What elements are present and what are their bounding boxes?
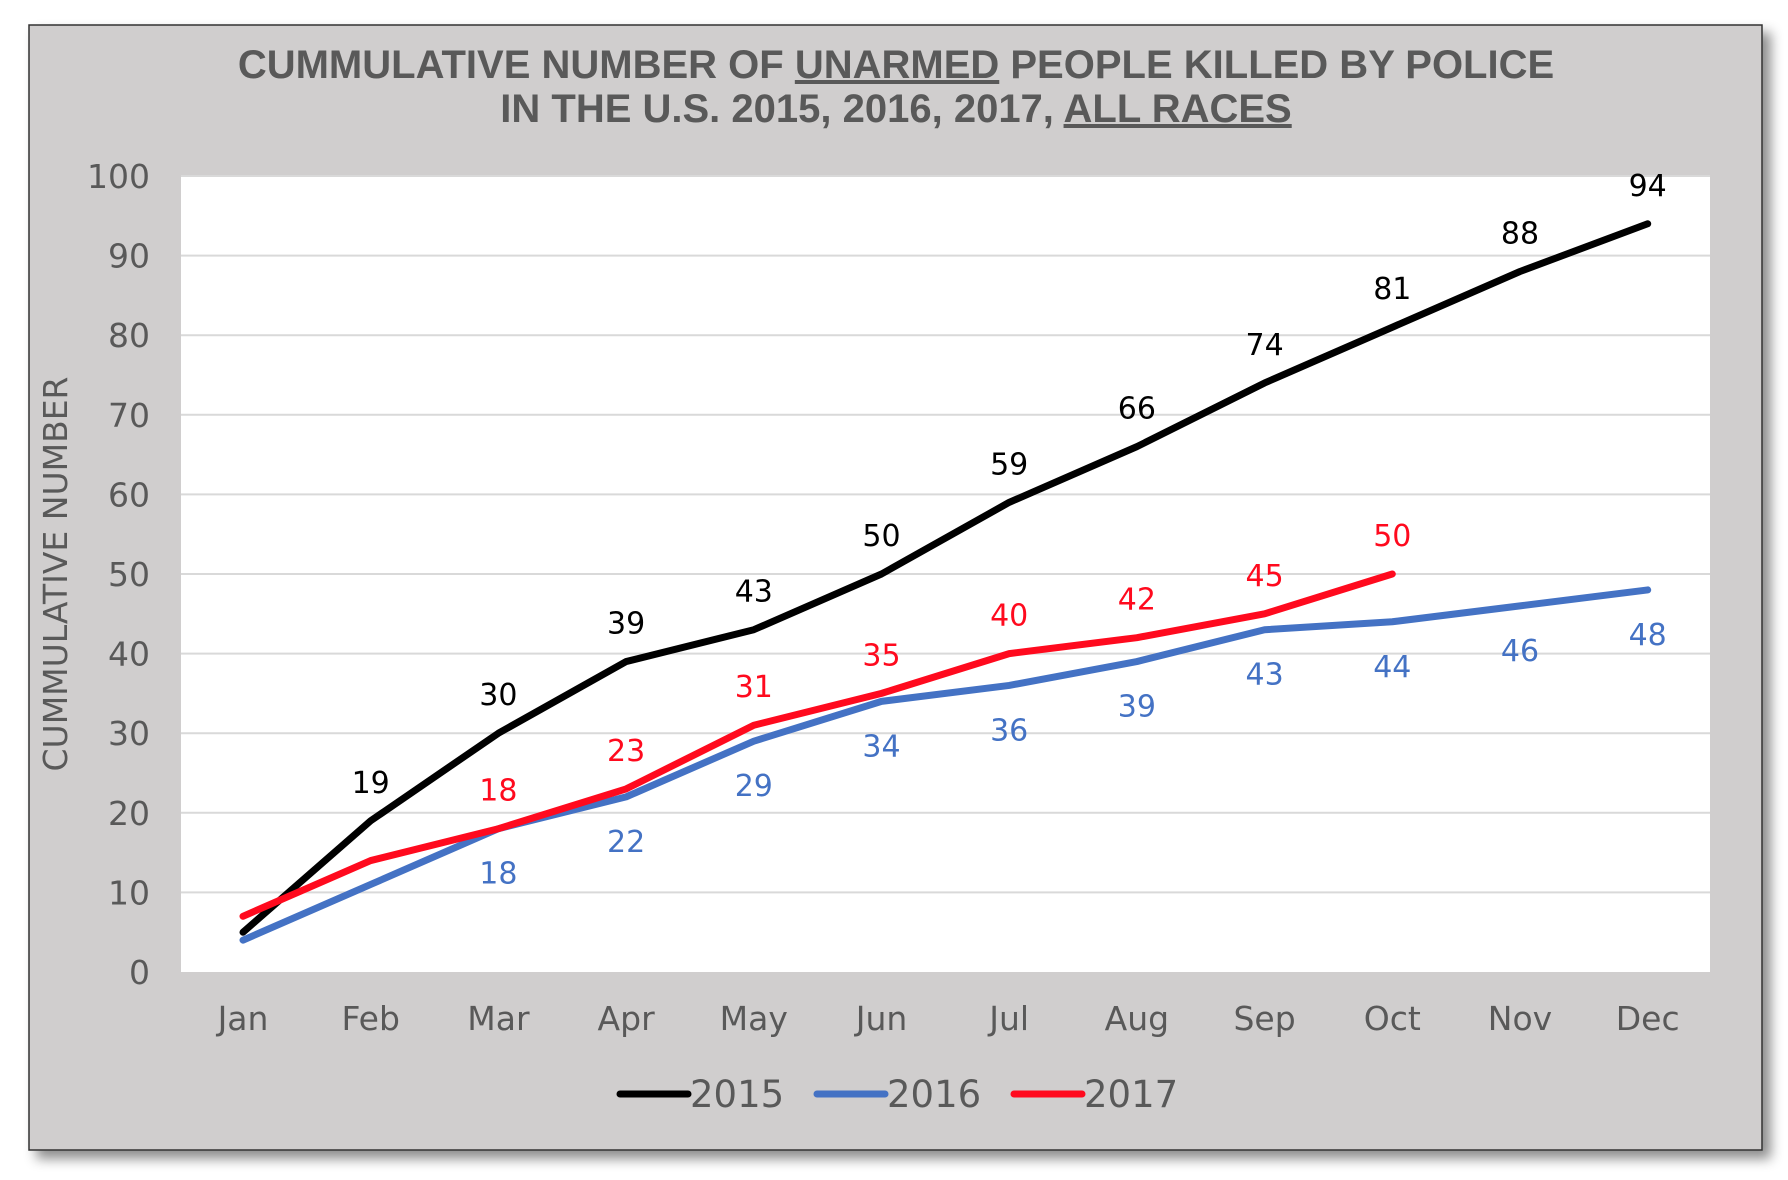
y-tick-label: 60 <box>108 475 150 514</box>
data-label-2015: 50 <box>862 519 900 554</box>
series-line-2017 <box>239 570 1396 920</box>
data-label-2016: 29 <box>735 769 773 804</box>
gridlines <box>181 175 1710 894</box>
x-tick-label: Nov <box>1488 999 1552 1038</box>
chart-title-line-2: IN THE U.S. 2015, 2016, 2017, ALL RACES <box>500 87 1291 131</box>
data-label-2016: 46 <box>1501 634 1539 669</box>
y-axis-label: CUMMULATIVE NUMBER <box>36 377 75 772</box>
x-tick-label: Apr <box>598 999 656 1038</box>
y-tick-label: 80 <box>108 316 150 355</box>
data-label-2016: 34 <box>862 729 900 764</box>
x-tick-label: Mar <box>467 999 530 1038</box>
y-tick-label: 70 <box>108 396 150 435</box>
x-tick-label: Feb <box>341 999 399 1038</box>
data-label-2016: 39 <box>1118 690 1156 725</box>
series-lines <box>239 220 1652 944</box>
title-part: PEOPLE KILLED BY POLICE <box>999 43 1554 87</box>
y-tick-label: 20 <box>108 794 150 833</box>
data-label-2017: 23 <box>607 734 645 769</box>
data-label-2015: 19 <box>352 766 390 801</box>
legend-label-2016: 2016 <box>887 1073 981 1116</box>
legend-label-2015: 2015 <box>690 1073 784 1116</box>
data-label-2016: 18 <box>479 857 517 892</box>
data-label-2015: 74 <box>1246 328 1284 363</box>
title-part-underlined: ALL RACES <box>1064 87 1292 131</box>
data-label-2017: 50 <box>1373 519 1411 554</box>
series-line-2015 <box>239 220 1652 936</box>
data-label-2017: 45 <box>1246 559 1284 594</box>
data-label-2015: 30 <box>479 678 517 713</box>
y-tick-label: 0 <box>129 953 150 992</box>
data-label-2016: 22 <box>607 825 645 860</box>
y-tick-label: 100 <box>87 157 150 196</box>
data-label-2016: 48 <box>1629 618 1667 653</box>
data-label-2017: 31 <box>735 670 773 705</box>
data-label-2017: 42 <box>1118 583 1156 618</box>
x-tick-label: Aug <box>1105 999 1169 1038</box>
x-tick-label: Jul <box>987 999 1029 1038</box>
x-tick-label: Jun <box>854 999 908 1038</box>
legend: 2015 2016 2017 <box>616 1073 1178 1116</box>
x-tick-label: Jan <box>216 999 269 1038</box>
data-label-2017: 35 <box>862 638 900 673</box>
y-axis-ticks: 0 10 20 30 40 50 60 70 80 90 100 <box>87 157 150 992</box>
data-label-2016: 43 <box>1246 658 1284 693</box>
x-tick-label: Oct <box>1364 999 1421 1038</box>
x-tick-label: Sep <box>1233 999 1295 1038</box>
x-axis-ticks: Jan Feb Mar Apr May Jun Jul Aug Sep Oct Nov Dec <box>216 999 1680 1038</box>
y-tick-label: 90 <box>108 237 150 276</box>
y-tick-label: 40 <box>108 635 150 674</box>
chart-title-line-1: CUMMULATIVE NUMBER OF UNARMED PEOPLE KIL… <box>238 43 1554 87</box>
y-tick-label: 50 <box>108 555 150 594</box>
x-tick-label: May <box>720 999 788 1038</box>
data-labels: 19 30 39 43 50 59 66 74 81 88 94 18 22 29 34 36 39 43 44 46… <box>352 169 1667 892</box>
data-label-2017: 18 <box>479 774 517 809</box>
title-part-underlined: UNARMED <box>795 43 999 87</box>
data-label-2015: 66 <box>1118 392 1156 427</box>
series-line-2016 <box>239 586 1652 944</box>
data-label-2016: 44 <box>1373 650 1411 685</box>
x-tick-label: Dec <box>1616 999 1680 1038</box>
data-label-2015: 39 <box>607 607 645 642</box>
data-label-2015: 81 <box>1373 272 1411 307</box>
y-tick-label: 30 <box>108 714 150 753</box>
data-label-2015: 43 <box>735 575 773 610</box>
title-part: IN THE U.S. 2015, 2016, 2017, <box>500 87 1063 131</box>
y-tick-label: 10 <box>108 873 150 912</box>
legend-label-2017: 2017 <box>1084 1073 1178 1116</box>
data-label-2016: 36 <box>990 713 1028 748</box>
title-part: CUMMULATIVE NUMBER OF <box>238 43 795 87</box>
data-label-2015: 88 <box>1501 217 1539 252</box>
data-label-2017: 40 <box>990 599 1028 634</box>
data-label-2015: 94 <box>1629 169 1667 204</box>
data-label-2015: 59 <box>990 447 1028 482</box>
